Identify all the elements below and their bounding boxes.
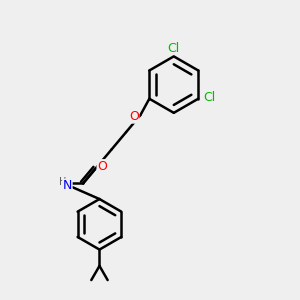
Text: Cl: Cl bbox=[168, 42, 180, 55]
Text: N: N bbox=[63, 179, 72, 192]
Text: Cl: Cl bbox=[203, 91, 216, 104]
Text: O: O bbox=[97, 160, 107, 173]
Text: H: H bbox=[58, 177, 66, 187]
Text: O: O bbox=[129, 110, 139, 123]
